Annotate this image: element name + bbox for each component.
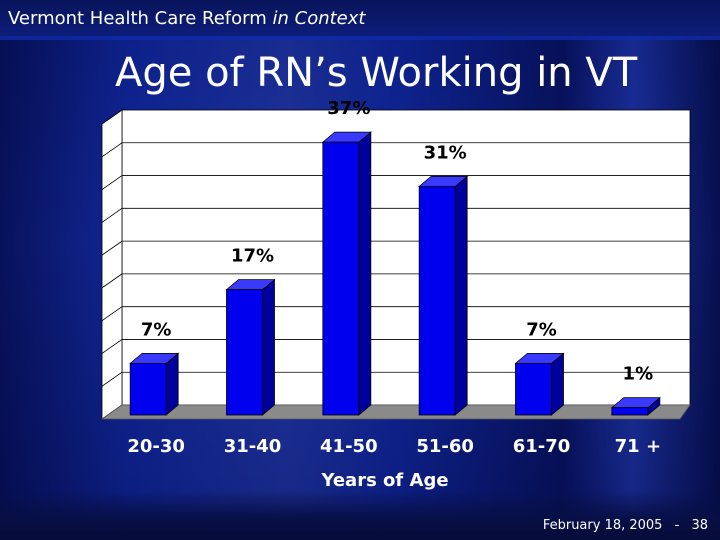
gridline-side [101, 371, 123, 387]
data-label: 31% [424, 142, 467, 163]
header-band [0, 0, 720, 36]
footer: February 18, 2005 - 38 [543, 518, 708, 533]
plot-side-wall [101, 109, 123, 420]
gridline-side [101, 273, 123, 289]
footer-band [0, 490, 720, 540]
bar [322, 141, 360, 416]
gridline-side [101, 240, 123, 256]
x-axis-title: Years of Age [320, 470, 448, 491]
gridline-side [101, 142, 123, 158]
data-label: 1% [623, 364, 654, 385]
gridline-side [101, 306, 123, 321]
bar [418, 185, 456, 416]
header-title-italic: in Context [272, 8, 366, 29]
data-label: 17% [231, 246, 274, 267]
bar-side [454, 175, 468, 416]
x-tick-label: 51-60 [416, 436, 474, 457]
data-label: 7% [526, 319, 557, 340]
header-divider [0, 36, 720, 40]
gridline-side [101, 208, 123, 223]
header-title-plain: Vermont Health Care Reform [8, 8, 273, 29]
gridline-side [101, 339, 123, 354]
x-tick-label: 61-70 [513, 436, 571, 457]
bar [515, 362, 552, 416]
bar-side [551, 352, 564, 416]
bar-side [165, 352, 179, 416]
bar-side [262, 278, 275, 416]
gridline-side [101, 175, 123, 190]
footer-date: February 18, 2005 [542, 518, 663, 533]
slide-title: Age of RN’s Working in VT [115, 50, 638, 96]
footer-page-number: 38 [691, 518, 708, 533]
header-title: Vermont Health Care Reform in Context [8, 8, 365, 29]
plot-back-wall [121, 109, 691, 406]
bar [129, 362, 167, 416]
x-tick-label: 41-50 [320, 436, 378, 457]
footer-separator: - [674, 518, 680, 533]
x-tick-label: 20-30 [127, 436, 185, 457]
x-tick-label: 71 + [615, 436, 661, 457]
x-tick-label: 31-40 [224, 436, 282, 457]
bar [226, 289, 263, 416]
bar-side [358, 131, 372, 416]
data-label: 7% [141, 319, 172, 340]
data-label: 37% [327, 98, 370, 119]
plot-floor [100, 404, 691, 420]
bar [611, 407, 649, 416]
